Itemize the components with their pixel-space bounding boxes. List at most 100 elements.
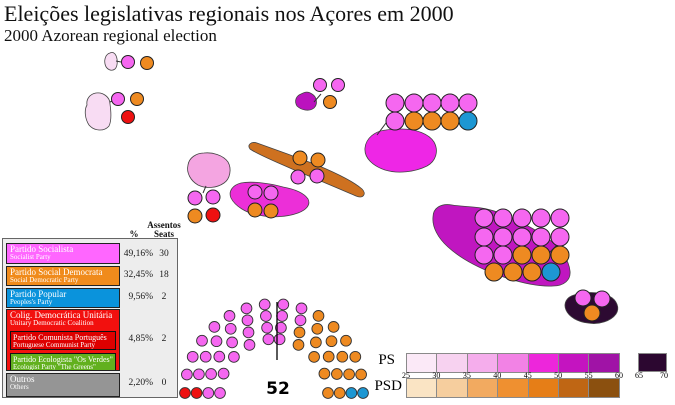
parliament-seat-ps xyxy=(275,321,287,334)
deputy-dot-ps xyxy=(385,111,405,131)
scale-tick: 45 xyxy=(523,371,532,380)
psd-scale-swatch xyxy=(436,379,467,397)
legend-name-pt: Partido Ecologista "Os Verdes" xyxy=(13,355,113,364)
deputy-dot-cdu xyxy=(205,207,221,223)
deputy-dot-psd xyxy=(522,262,542,282)
legend-box-psd: Partido Social Democrata Social Democrat… xyxy=(6,266,120,286)
parliament-seat-psd xyxy=(322,350,335,363)
parliament-seat-ps xyxy=(260,310,272,322)
deputy-dot-ps xyxy=(247,184,263,200)
deputy-dot-ps xyxy=(331,78,345,92)
ps-scale-swatch xyxy=(407,354,437,372)
parliament-seat-psd xyxy=(355,368,367,381)
psd-color-scale xyxy=(406,378,620,398)
deputy-dot-psd xyxy=(187,208,203,224)
legend-name-en: Socialist Party xyxy=(10,253,51,261)
deputy-dot-psd xyxy=(550,245,570,265)
deputy-dots xyxy=(111,55,611,322)
parliament-seat-ps xyxy=(273,333,286,346)
parliament-seat-ps xyxy=(210,335,223,348)
scale-tick: 35 xyxy=(462,371,471,380)
legend-seats: 0 xyxy=(161,378,167,388)
scale-tick: 30 xyxy=(432,371,441,380)
island-graciosa xyxy=(295,91,317,111)
parliament-seat-ps xyxy=(208,321,221,333)
parliament-seat-ps xyxy=(295,302,308,315)
legend-header-percent: % xyxy=(129,229,139,239)
legend-seats: 30 xyxy=(159,249,169,259)
parliament-seat-psd xyxy=(333,387,346,399)
parliament-seat-psd xyxy=(327,321,340,333)
connector-faial xyxy=(202,185,207,194)
connector-corvo xyxy=(115,60,122,63)
ps-scale-swatch xyxy=(466,354,498,372)
deputy-dot-ps xyxy=(263,185,279,201)
deputy-dot-ps xyxy=(531,208,551,228)
parliament-seat-psd xyxy=(349,350,362,363)
ps-scale-swatch xyxy=(497,354,528,372)
legend-header-seats-pt: Assentos xyxy=(147,220,181,230)
deputy-dot-ps xyxy=(404,93,424,113)
deputy-dot-psd xyxy=(140,56,154,70)
scale-tick: 60 xyxy=(615,371,623,380)
ps-scale-swatch xyxy=(527,354,558,372)
scale-label-ps: PS xyxy=(378,352,395,368)
legend-box-pp: Partido Popular Peoples's Party xyxy=(6,288,120,308)
parliament-diagram xyxy=(179,298,369,399)
scale-tick: 25 xyxy=(402,371,410,380)
legend-percent: 49,16% xyxy=(123,249,153,259)
legend-percent: 2,20% xyxy=(128,378,153,388)
deputy-dot-ps xyxy=(385,93,405,113)
parliament-seat-ps xyxy=(261,321,273,334)
deputy-dot-ps xyxy=(422,93,442,113)
deputy-dot-ps xyxy=(550,208,570,228)
deputy-dot-psd xyxy=(247,202,263,218)
legend-box-pev: Partido Ecologista "Os Verdes" Ecologist… xyxy=(10,353,116,371)
parliament-seat-ps xyxy=(199,350,212,363)
legend-name-en: Social Democratic Party xyxy=(10,276,79,284)
legend-box-others: Outros Others xyxy=(6,373,120,397)
parliament-seat-pp xyxy=(357,387,369,399)
parliament-seat-ps xyxy=(217,367,230,380)
legend-percent: 4,85% xyxy=(128,334,153,344)
legend-name-en: Ecologist Party "The Greens" xyxy=(13,363,96,371)
ps-color-scale xyxy=(406,353,620,373)
legend-name-pt: Partido Comunista Português xyxy=(13,333,107,342)
parliament-seat-cdu xyxy=(190,387,203,399)
parliament-seat-ps xyxy=(276,310,288,322)
legend-header-seats-en: Seats xyxy=(154,229,174,239)
deputy-dot-psd xyxy=(323,95,337,109)
island-flores xyxy=(84,92,112,131)
parliament-total: 52 xyxy=(266,379,290,399)
deputy-dot-ps xyxy=(493,208,513,228)
scale-tick: 65 xyxy=(635,371,643,380)
page-title: Eleições legislativas regionais nos Açor… xyxy=(4,1,454,26)
deputy-dot-psd xyxy=(484,262,504,282)
deputy-dot-ps xyxy=(205,189,221,205)
deputy-dot-psd xyxy=(422,111,442,131)
psd-scale-swatch xyxy=(466,379,498,397)
parliament-seat-psd xyxy=(308,351,320,363)
parliament-seat-ps xyxy=(277,298,290,311)
parliament-seat-ps xyxy=(223,310,236,322)
legend-name-en: Peoples's Party xyxy=(10,298,53,306)
parliament-seat-ps xyxy=(224,322,237,335)
parliament-seat-ps xyxy=(181,368,193,381)
parliament-seat-ps xyxy=(202,387,215,399)
legend-percent: 32,45% xyxy=(123,270,153,280)
parliament-seat-pp xyxy=(345,387,358,399)
deputy-dot-ps xyxy=(493,245,513,265)
deputy-dot-ps xyxy=(290,169,306,185)
ps-scale-swatch xyxy=(588,354,619,372)
island-sao-jorge xyxy=(248,142,365,198)
ps-color-scale-detached xyxy=(638,353,667,372)
parliament-seat-ps xyxy=(213,350,226,363)
parliament-seat-psd xyxy=(292,339,305,351)
legend-name-en: Others xyxy=(10,383,29,391)
page-subtitle: 2000 Azorean regional election xyxy=(4,26,217,45)
parliament-seat-psd xyxy=(318,367,331,380)
deputy-dot-ps xyxy=(111,92,125,106)
parliament-seat-psd xyxy=(331,368,343,380)
deputy-dot-ps xyxy=(313,78,327,92)
legend-seats: 2 xyxy=(161,334,167,344)
